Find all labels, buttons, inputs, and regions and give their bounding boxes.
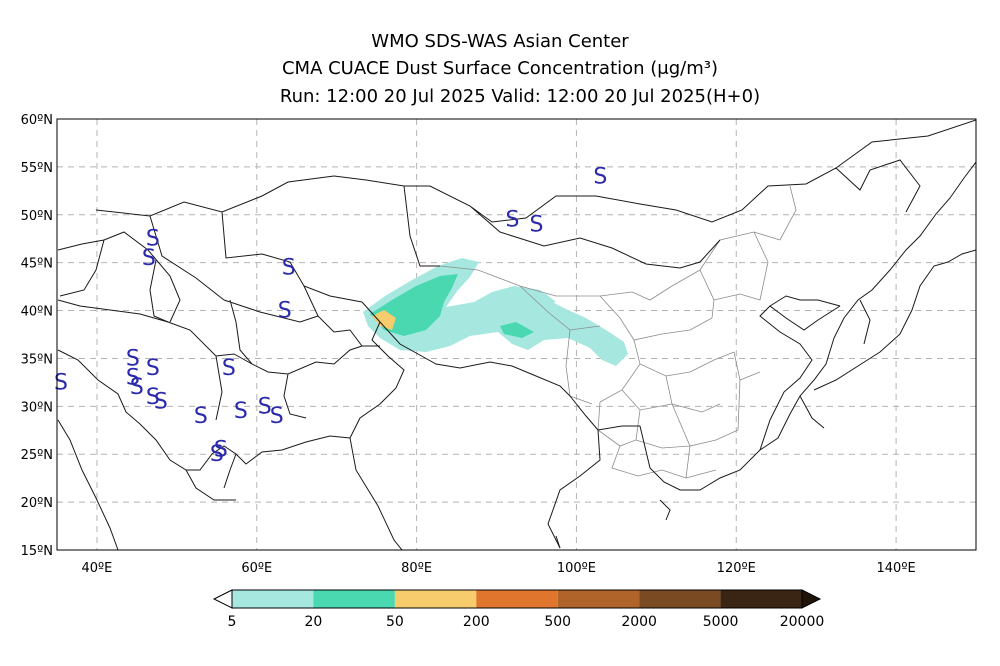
colorbar-label: 200 <box>463 614 490 630</box>
x-tick-label: 80ºE <box>401 561 432 576</box>
country-borders <box>57 119 976 550</box>
map-gridlines <box>57 119 976 550</box>
chart-title-line-1: WMO SDS-WAS Asian Center <box>371 31 629 52</box>
colorbar-under-arrow <box>212 589 233 609</box>
dust-storm-symbol: S <box>278 299 292 324</box>
dust-storm-symbol: S <box>194 404 208 429</box>
dust-area-50-200 <box>372 310 396 330</box>
colorbar-segment <box>476 590 558 608</box>
dust-storm-symbol: S <box>222 356 236 381</box>
x-tick-label: 100ºE <box>557 561 596 576</box>
dust-storm-symbol: S <box>258 394 272 419</box>
y-tick-label: 40ºN <box>21 305 53 320</box>
x-tick-label: 120ºE <box>717 561 756 576</box>
colorbar-label: 50 <box>386 614 404 630</box>
dust-storm-symbol: S <box>214 437 228 462</box>
colorbar-segment <box>313 590 395 608</box>
dust-storm-symbol: S <box>282 255 296 280</box>
chart-title-line-3: Run: 12:00 20 Jul 2025 Valid: 12:00 20 J… <box>279 86 761 107</box>
dust-storm-symbol: S <box>593 164 607 189</box>
y-tick-label: 35ºN <box>21 352 53 367</box>
dust-storm-symbol: S <box>146 356 160 381</box>
colorbar: 5 20 50 200 500 2000 5000 20000 <box>212 589 825 630</box>
dust-area-20-50-east <box>500 322 534 338</box>
y-tick-label: 45ºN <box>21 257 53 272</box>
coastlines <box>57 161 976 550</box>
chart-title-line-2: CMA CUACE Dust Surface Concentration (μg… <box>281 58 719 79</box>
dust-storm-symbol: S <box>126 346 140 371</box>
map-boundaries <box>57 119 976 550</box>
dust-storm-symbol: S <box>529 212 543 237</box>
colorbar-segment <box>720 590 802 608</box>
dust-storm-symbol: S <box>234 399 248 424</box>
dust-storm-symbol: S <box>210 442 224 467</box>
colorbar-label: 5 <box>228 614 237 630</box>
dust-storm-symbol: S <box>154 390 168 415</box>
colorbar-label: 2000 <box>621 614 657 630</box>
dust-storm-symbol: S <box>506 208 520 233</box>
y-tick-label: 30ºN <box>21 400 53 415</box>
colorbar-segment <box>394 590 477 608</box>
y-tick-label: 55ºN <box>21 161 53 176</box>
colorbar-segment <box>557 590 640 608</box>
dust-storm-symbol: S <box>270 404 284 429</box>
colorbar-label: 5000 <box>703 614 739 630</box>
dust-storm-symbol: S <box>54 370 68 395</box>
x-tick-label: 60ºE <box>241 561 272 576</box>
dust-storm-symbol: S <box>130 375 144 400</box>
dust-storm-symbol: S <box>142 246 156 271</box>
y-tick-label: 50ºN <box>21 209 53 224</box>
colorbar-over-arrow <box>801 589 822 609</box>
x-tick-label: 40ºE <box>82 561 113 576</box>
y-tick-label: 25ºN <box>21 448 53 463</box>
colorbar-segment <box>232 590 314 608</box>
china-province-borders <box>439 185 797 479</box>
dust-storm-symbol: S <box>146 385 160 410</box>
dust-concentration-areas <box>363 258 628 366</box>
y-tick-label: 60ºN <box>21 113 53 128</box>
map-frame <box>56 118 977 551</box>
dust-storm-symbol: S <box>126 366 140 391</box>
x-axis-ticks: 40ºE 60ºE 80ºE 100ºE 120ºE 140ºE <box>82 561 916 576</box>
y-tick-label: 15ºN <box>21 544 53 559</box>
colorbar-label: 20 <box>305 614 323 630</box>
y-tick-label: 20ºN <box>21 496 53 511</box>
dust-storm-symbol: S <box>146 227 160 252</box>
x-tick-label: 140ºE <box>877 561 916 576</box>
colorbar-segment <box>639 590 721 608</box>
colorbar-label: 20000 <box>780 614 825 630</box>
y-axis-ticks: 15ºN 20ºN 25ºN 30ºN 35ºN 40ºN 45ºN 50ºN 55ºN 60ºN <box>21 113 53 559</box>
colorbar-label: 500 <box>544 614 571 630</box>
dust-area-5-20-east <box>504 290 556 306</box>
